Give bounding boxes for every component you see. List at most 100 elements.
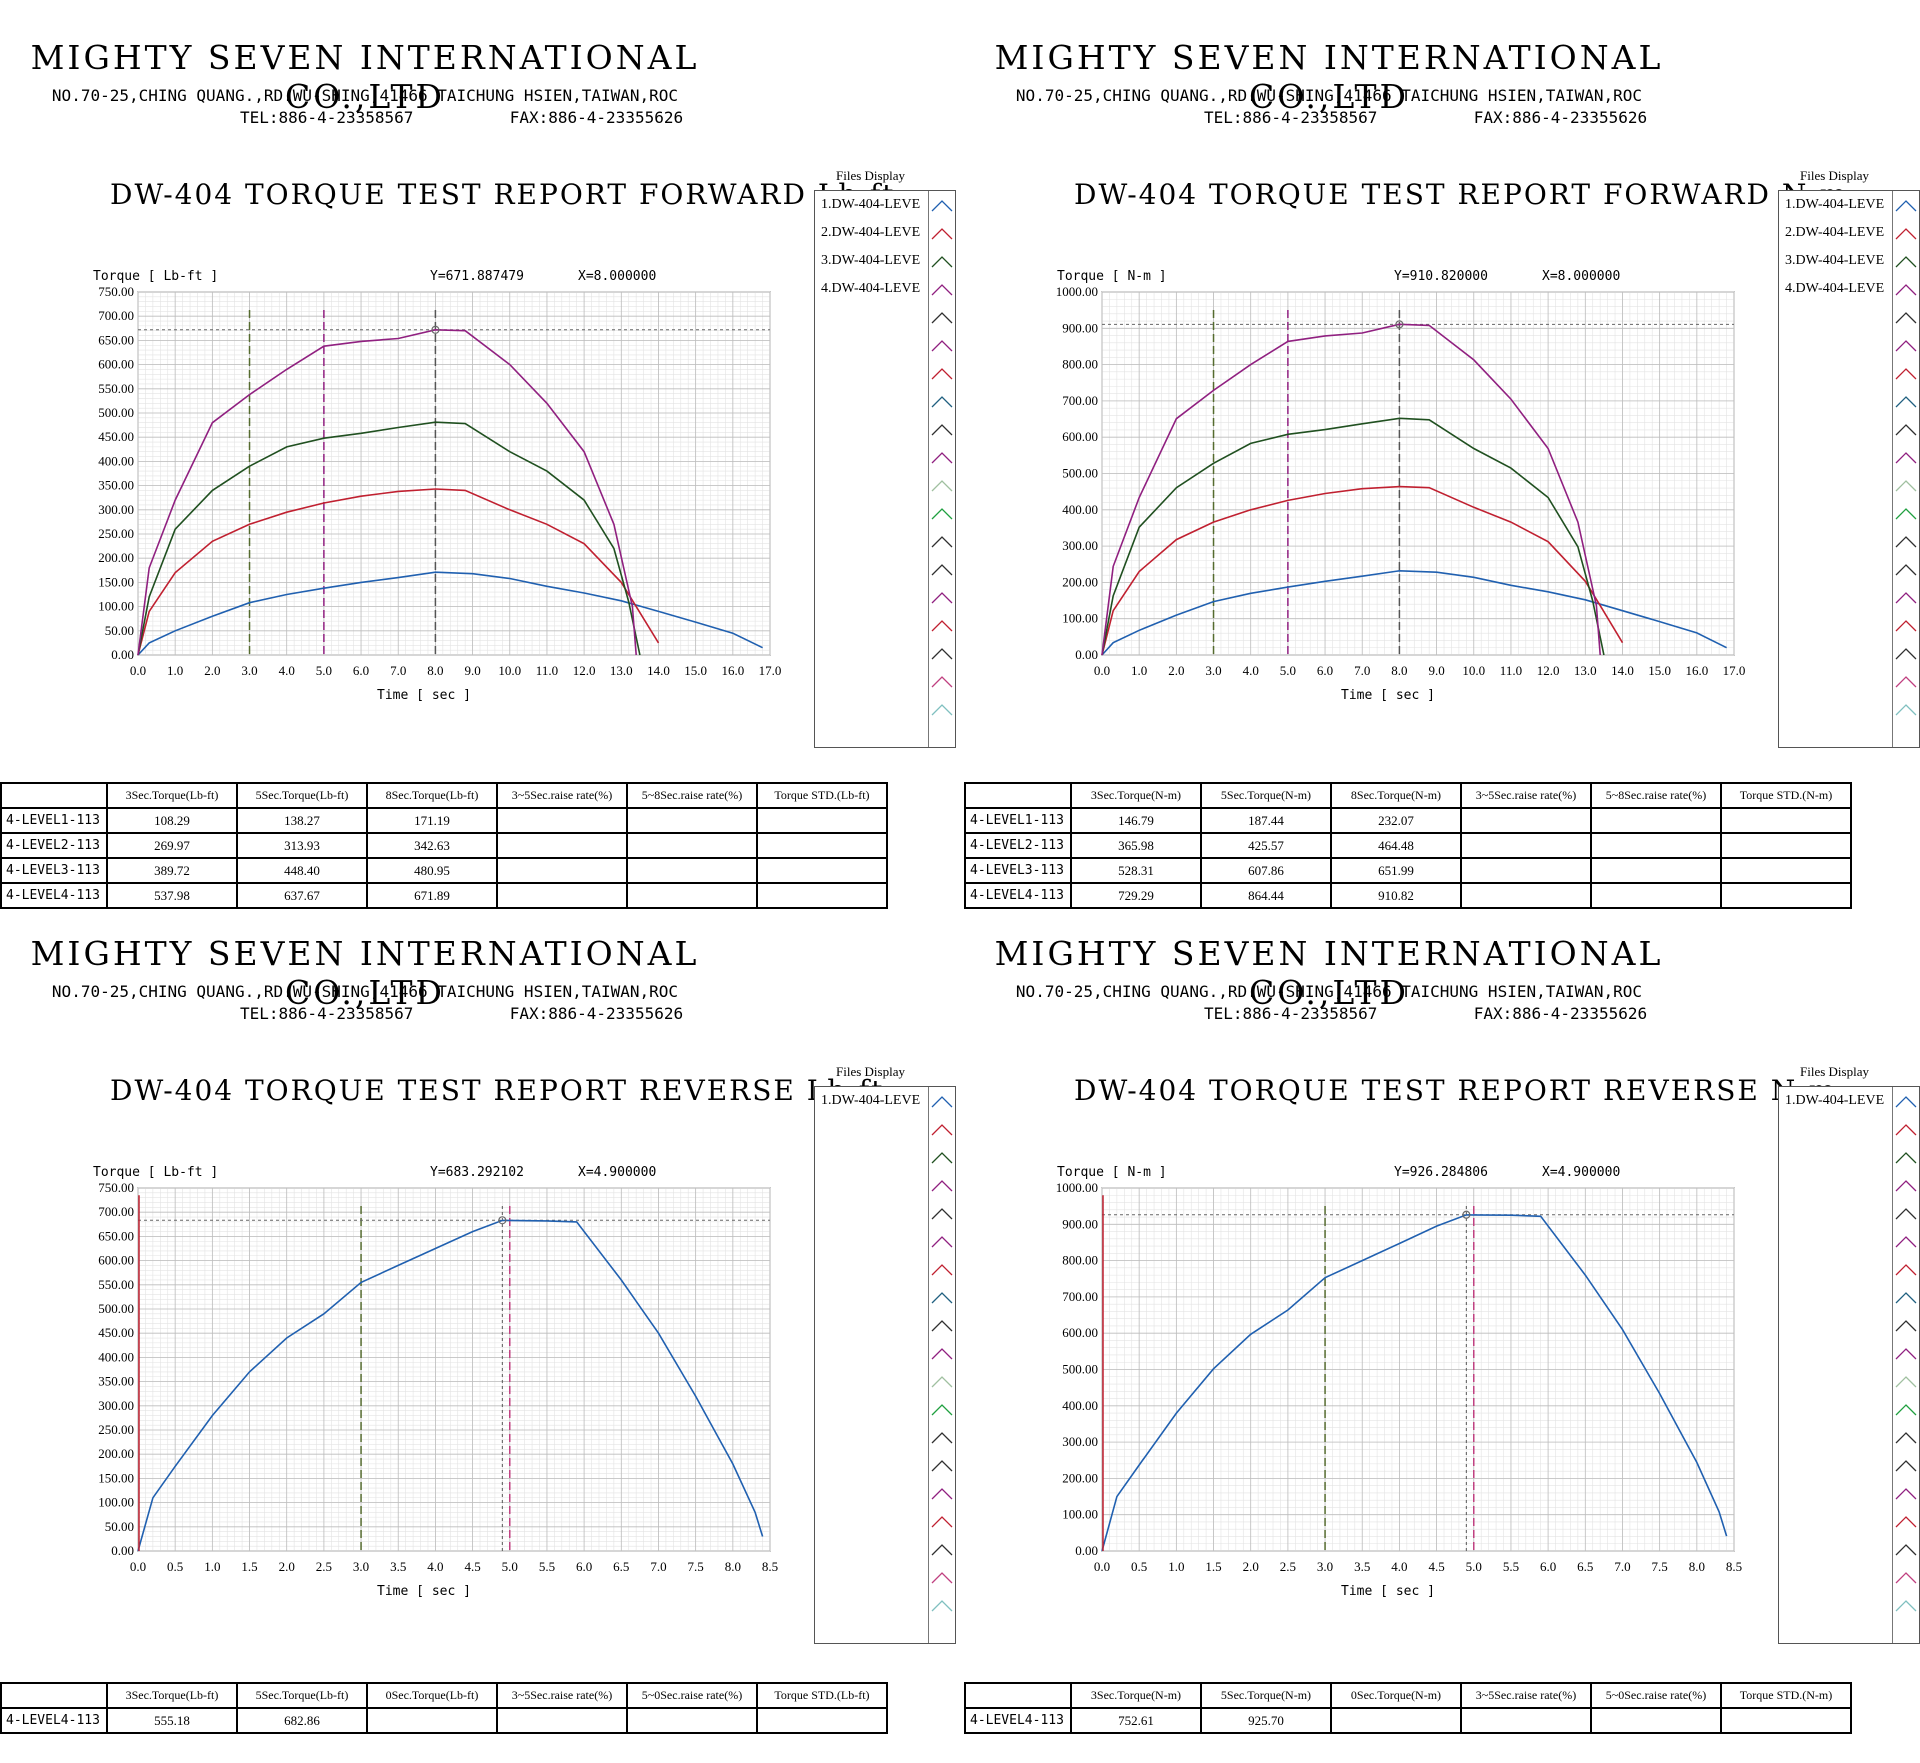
- table-cell: 729.29: [1070, 882, 1202, 909]
- table-cell: 910.82: [1330, 882, 1462, 909]
- cursor-x-readout: X=8.000000: [578, 269, 656, 284]
- y-tick-label: 0.00: [111, 647, 134, 662]
- table-cell: [1460, 857, 1592, 884]
- files-list: 1.DW-404-LEVE 2.DW-404-LEVE 3.DW-404-LEV…: [821, 195, 929, 307]
- series-swatch-icon: [931, 536, 953, 548]
- table-column-header: 5~0Sec.raise rate(%): [1590, 1682, 1722, 1709]
- table-cell: [1590, 882, 1722, 909]
- y-tick-label: 900.00: [1062, 1216, 1098, 1231]
- table-header-row: 3Sec.Torque(Lb-ft) 5Sec.Torque(Lb-ft) 0Sec…: [0, 1682, 888, 1709]
- table-cell: 925.70: [1200, 1707, 1332, 1734]
- series-swatch-icon: [931, 1600, 953, 1612]
- series-swatch-icon: [931, 1264, 953, 1276]
- series-swatch-icon: [1895, 676, 1917, 688]
- series-swatch-icon: [1895, 1348, 1917, 1360]
- y-tick-label: 900.00: [1062, 320, 1098, 335]
- y-tick-label: 600.00: [1062, 429, 1098, 444]
- table-cell: [756, 1707, 888, 1734]
- file-item[interactable]: 4.DW-404-LEVE: [1785, 281, 1885, 296]
- series-swatch-icon: [1895, 1124, 1917, 1136]
- y-tick-label: 250.00: [98, 1422, 134, 1437]
- file-item[interactable]: 3.DW-404-LEVE: [1785, 253, 1885, 268]
- file-item[interactable]: 1.DW-404-LEVE: [1785, 197, 1885, 212]
- file-item[interactable]: 2.DW-404-LEVE: [1785, 225, 1885, 240]
- series-swatch-icon: [931, 564, 953, 576]
- table-column-header: 3~5Sec.raise rate(%): [496, 782, 628, 809]
- row-label: 4-LEVEL2-113: [964, 832, 1072, 859]
- table-column-header: 5Sec.Torque(Lb-ft): [236, 782, 368, 809]
- file-item[interactable]: 4.DW-404-LEVE: [821, 281, 921, 296]
- files-display-list[interactable]: 1.DW-404-LEVE 2.DW-404-LEVE 3.DW-404-LEV…: [814, 190, 956, 748]
- company-contact: TEL:886-4-23358567 FAX:886-4-23355626: [240, 1004, 683, 1023]
- series-swatch-icon: [931, 1096, 953, 1108]
- company-fax: FAX:886-4-23355626: [509, 1004, 684, 1023]
- table-cell: 607.86: [1200, 857, 1332, 884]
- files-display-list[interactable]: 1.DW-404-LEVE 2.DW-404-LEVE 3.DW-404-LEV…: [1778, 190, 1920, 748]
- table-cell: [756, 807, 888, 834]
- cursor-x-readout: X=4.900000: [1542, 1165, 1620, 1180]
- files-display-list[interactable]: 1.DW-404-LEVE: [814, 1086, 956, 1644]
- report-title: DW-404 TORQUE TEST REPORT FORWARD N-m: [1074, 178, 1849, 211]
- table-row: 4-LEVEL1-113 146.79 187.44 232.07: [964, 807, 1852, 834]
- cursor-y-readout: Y=671.887479: [430, 269, 524, 284]
- files-list: 1.DW-404-LEVE: [821, 1091, 929, 1119]
- company-name: MIGHTY SEVEN INTERNATIONAL CO.,LTD: [994, 934, 1664, 1012]
- series-swatch-icon: [931, 424, 953, 436]
- files-display-label: Files Display: [1800, 168, 1869, 183]
- table-row: 4-LEVEL2-113 269.97 313.93 342.63: [0, 832, 888, 859]
- file-item[interactable]: 1.DW-404-LEVE: [821, 197, 921, 212]
- table-cell: [1330, 1707, 1462, 1734]
- series-swatch-icon: [1895, 1488, 1917, 1500]
- table-cell: 389.72: [106, 857, 238, 884]
- swatch-column: [1895, 200, 1917, 716]
- y-axis-label: Torque [ Lb-ft ]: [93, 269, 218, 284]
- cursor-point: [1395, 320, 1404, 329]
- series-swatch-icon: [931, 1488, 953, 1500]
- x-tick-label: 3.0: [1317, 1559, 1333, 1574]
- table-cell: 342.63: [366, 832, 498, 859]
- series-swatch-icon: [931, 1180, 953, 1192]
- series-swatch-icon: [931, 284, 953, 296]
- table-column-header: Torque STD.(Lb-ft): [756, 782, 888, 809]
- x-axis-label: Time [ sec ]: [377, 1584, 471, 1599]
- files-display-label: Files Display: [836, 168, 905, 183]
- x-tick-label: 13.0: [610, 663, 633, 678]
- table-row: 4-LEVEL1-113 108.29 138.27 171.19: [0, 807, 888, 834]
- x-tick-label: 17.0: [1723, 663, 1746, 678]
- table-column-header: 3~5Sec.raise rate(%): [1460, 1682, 1592, 1709]
- table-cell: 313.93: [236, 832, 368, 859]
- series-swatch-icon: [1895, 396, 1917, 408]
- file-item[interactable]: 2.DW-404-LEVE: [821, 225, 921, 240]
- table-row: 4-LEVEL4-113 729.29 864.44 910.82: [964, 882, 1852, 909]
- series-swatch-icon: [1895, 228, 1917, 240]
- file-item[interactable]: 3.DW-404-LEVE: [821, 253, 921, 268]
- file-item[interactable]: 1.DW-404-LEVE: [821, 1093, 921, 1108]
- file-item[interactable]: 1.DW-404-LEVE: [1785, 1093, 1885, 1108]
- x-tick-label: 1.0: [204, 1559, 220, 1574]
- company-contact: TEL:886-4-23358567 FAX:886-4-23355626: [240, 108, 683, 127]
- x-tick-label: 17.0: [759, 663, 782, 678]
- x-tick-label: 14.0: [647, 663, 670, 678]
- company-name: MIGHTY SEVEN INTERNATIONAL CO.,LTD: [30, 38, 700, 116]
- y-tick-label: 200.00: [1062, 574, 1098, 589]
- series-swatch-icon: [931, 1544, 953, 1556]
- company-contact: TEL:886-4-23358567 FAX:886-4-23355626: [1204, 1004, 1647, 1023]
- torque-chart: 0.0 0.5 1.0 1.5 2.0 2.5 3.0 3.5 4.0 4.5 5.0 5.5 6.0 6…: [1056, 1165, 1742, 1599]
- x-tick-label: 0.5: [1131, 1559, 1147, 1574]
- series-swatch-icon: [1895, 1292, 1917, 1304]
- x-tick-label: 8.5: [762, 1559, 778, 1574]
- table-cell: [1590, 1707, 1722, 1734]
- y-tick-label: 650.00: [98, 332, 134, 347]
- table-column-header: 3~5Sec.raise rate(%): [496, 1682, 628, 1709]
- table-cell: [1460, 832, 1592, 859]
- y-tick-label: 750.00: [98, 1180, 134, 1195]
- y-tick-label: 400.00: [1062, 502, 1098, 517]
- files-display-list[interactable]: 1.DW-404-LEVE: [1778, 1086, 1920, 1644]
- table-cell: 864.44: [1200, 882, 1332, 909]
- company-address: NO.70-25,CHING QUANG.,RD.WU-SHING,41466 …: [1015, 982, 1643, 1001]
- series-swatch-icon: [1895, 1572, 1917, 1584]
- cursor-point: [1462, 1210, 1471, 1219]
- table-cell: 651.99: [1330, 857, 1462, 884]
- x-tick-label: 11.0: [1500, 663, 1522, 678]
- x-tick-label: 1.0: [1131, 663, 1147, 678]
